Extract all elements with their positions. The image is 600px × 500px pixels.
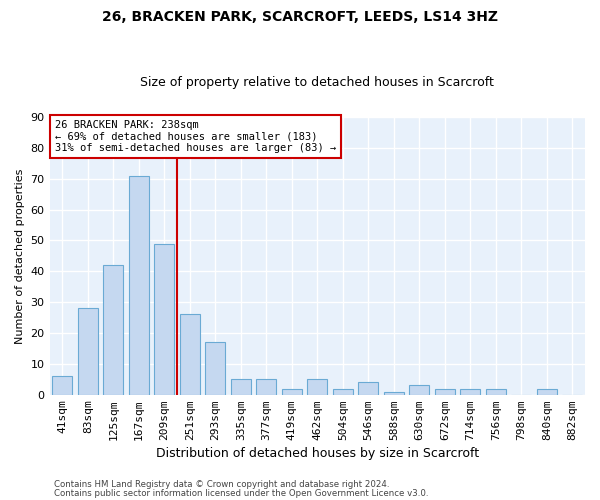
X-axis label: Distribution of detached houses by size in Scarcroft: Distribution of detached houses by size … [156,447,479,460]
Bar [409,386,430,394]
Bar [77,308,98,394]
Bar [128,176,149,394]
Bar [179,314,200,394]
Bar [154,244,175,394]
Bar [205,342,226,394]
Bar [281,388,302,394]
Y-axis label: Number of detached properties: Number of detached properties [15,168,25,344]
Title: Size of property relative to detached houses in Scarcroft: Size of property relative to detached ho… [140,76,494,90]
Text: 26 BRACKEN PARK: 238sqm
← 69% of detached houses are smaller (183)
31% of semi-d: 26 BRACKEN PARK: 238sqm ← 69% of detache… [55,120,336,153]
Text: Contains public sector information licensed under the Open Government Licence v3: Contains public sector information licen… [54,489,428,498]
Bar [103,265,124,394]
Bar [332,388,353,394]
Bar [230,380,251,394]
Bar [307,380,328,394]
Bar [434,388,455,394]
Bar [460,388,481,394]
Text: Contains HM Land Registry data © Crown copyright and database right 2024.: Contains HM Land Registry data © Crown c… [54,480,389,489]
Bar [256,380,277,394]
Bar [358,382,379,394]
Bar [536,388,557,394]
Bar [485,388,506,394]
Bar [52,376,73,394]
Bar [383,392,404,394]
Text: 26, BRACKEN PARK, SCARCROFT, LEEDS, LS14 3HZ: 26, BRACKEN PARK, SCARCROFT, LEEDS, LS14… [102,10,498,24]
